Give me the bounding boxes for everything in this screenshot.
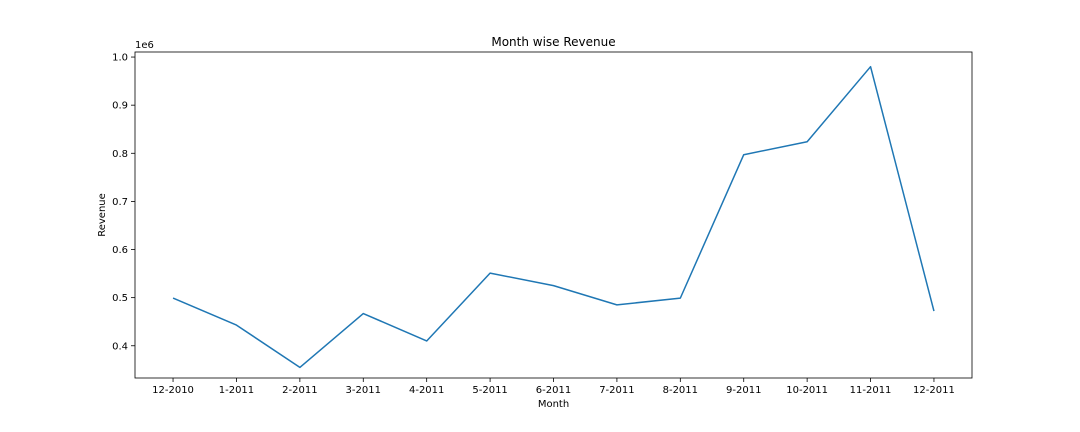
y-tick-label: 0.8 (112, 149, 128, 160)
x-tick-label: 11-2011 (850, 385, 892, 396)
y-tick-label: 0.9 (112, 101, 128, 112)
x-axis-label: Month (538, 399, 569, 410)
y-axis-offset-label: 1e6 (135, 40, 154, 51)
x-tick-label: 10-2011 (786, 385, 828, 396)
y-tick-label: 0.6 (112, 245, 128, 256)
x-tick-label: 6-2011 (536, 385, 571, 396)
y-tick-label: 0.5 (112, 293, 128, 304)
y-tick-label: 1.0 (112, 53, 128, 64)
axes (134, 51, 973, 379)
chart-title: Month wise Revenue (491, 35, 615, 49)
plot-frame (134, 51, 973, 379)
x-tick-label: 7-2011 (599, 385, 634, 396)
x-tick-label: 5-2011 (472, 385, 507, 396)
revenue-series-line (172, 65, 935, 369)
x-tick-label: 2-2011 (282, 385, 317, 396)
x-tick-label: 1-2011 (219, 385, 254, 396)
y-axis-label: Revenue (97, 193, 108, 237)
y-tick-label: 0.4 (112, 341, 128, 352)
tick-marks: 12-2010 1-2011 2-2011 3-2011 4-2011 5-2011 6-2… (112, 53, 955, 396)
x-tick-label: 12-2010 (152, 385, 194, 396)
y-tick-label: 0.7 (112, 197, 128, 208)
x-tick-label: 12-2011 (913, 385, 955, 396)
series-group (172, 65, 935, 369)
x-tick-label: 4-2011 (409, 385, 444, 396)
x-tick-label: 3-2011 (346, 385, 381, 396)
x-tick-label: 9-2011 (726, 385, 761, 396)
x-tick-label: 8-2011 (663, 385, 698, 396)
